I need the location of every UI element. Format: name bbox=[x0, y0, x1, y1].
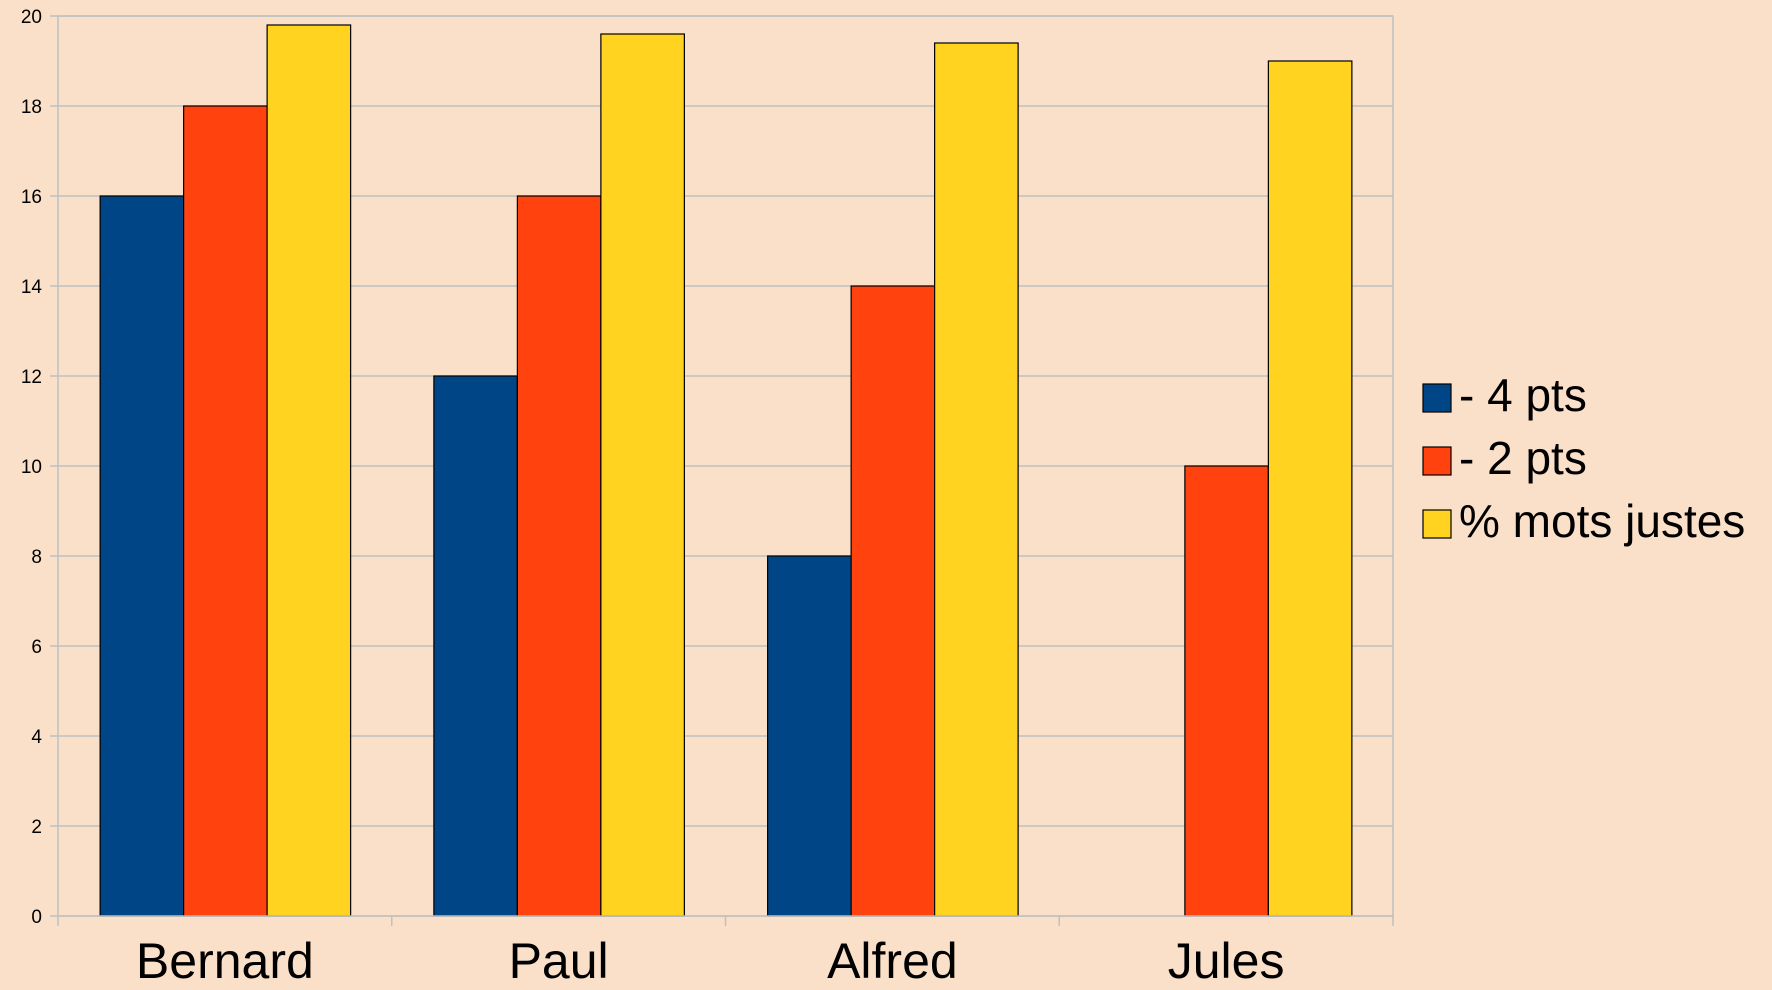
y-tick-label: 20 bbox=[21, 7, 42, 28]
bars bbox=[99, 24, 1353, 917]
x-tick-label: Alfred bbox=[827, 933, 958, 985]
y-tick-label: 14 bbox=[21, 277, 43, 298]
bar-3-jules bbox=[1267, 60, 1353, 917]
y-tick-label: 4 bbox=[31, 727, 42, 748]
legend-label: - 4 pts bbox=[1459, 369, 1587, 421]
y-tick-label: 12 bbox=[21, 367, 42, 388]
x-tick-label: Bernard bbox=[136, 933, 314, 985]
x-tick-label: Paul bbox=[509, 933, 609, 985]
y-tick-label: 10 bbox=[21, 457, 42, 478]
x-tick-label: Jules bbox=[1168, 933, 1285, 985]
y-axis-ticks: 0 2 4 6 8 10 12 14 16 18 20 bbox=[21, 7, 58, 928]
y-tick-label: 6 bbox=[31, 637, 42, 658]
bar-3-bernard bbox=[266, 24, 352, 917]
bar-2-alfred bbox=[850, 285, 936, 917]
bar-2-paul bbox=[516, 195, 602, 917]
y-tick-label: 0 bbox=[31, 907, 42, 928]
legend-swatch bbox=[1422, 509, 1452, 539]
x-axis-ticks: Bernard Paul Alfred Jules bbox=[57, 916, 1394, 989]
y-tick-label: 2 bbox=[31, 817, 42, 838]
legend: - 4 pts - 2 pts % mots justes bbox=[1422, 369, 1745, 547]
legend-label: % mots justes bbox=[1459, 495, 1745, 547]
legend-swatch bbox=[1422, 446, 1452, 476]
legend-swatch bbox=[1422, 383, 1452, 413]
bar-3-paul bbox=[600, 33, 685, 917]
y-tick-label: 18 bbox=[21, 97, 42, 118]
y-tick-label: 8 bbox=[31, 547, 42, 568]
bar-1-alfred bbox=[767, 555, 852, 917]
bar-1-paul bbox=[433, 375, 518, 917]
bar-2-jules bbox=[1184, 465, 1269, 917]
bar-3-alfred bbox=[934, 42, 1019, 917]
y-tick-label: 16 bbox=[21, 187, 42, 208]
bar-1-bernard bbox=[99, 195, 185, 917]
legend-label: - 2 pts bbox=[1459, 432, 1587, 484]
bar-2-bernard bbox=[183, 105, 268, 917]
